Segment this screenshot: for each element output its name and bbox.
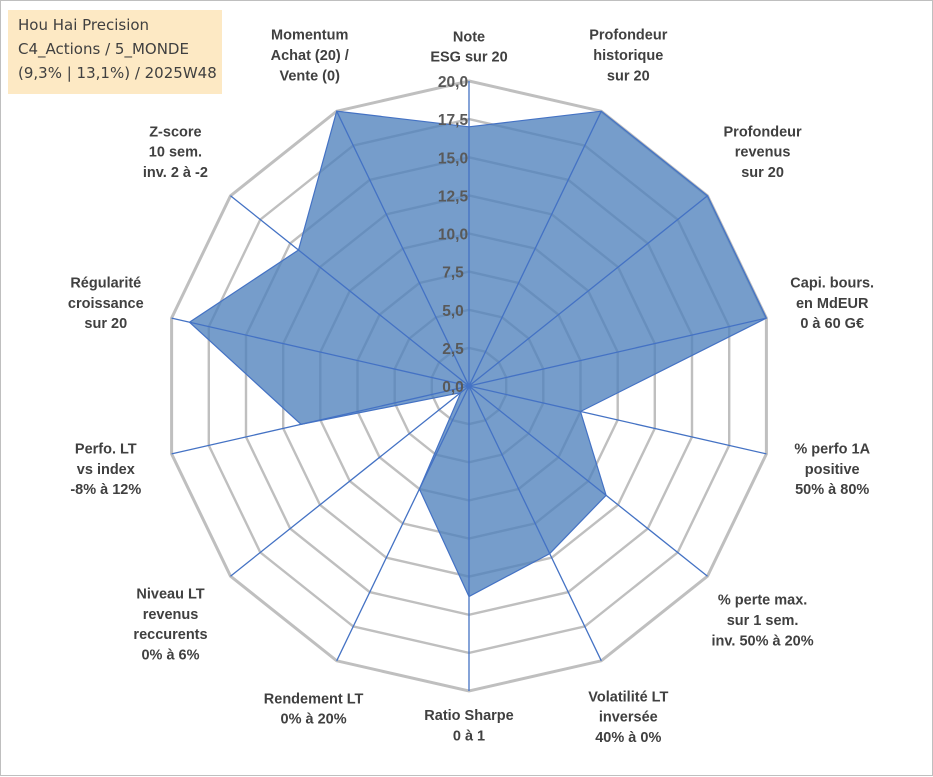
axis-label-4: Capi. bours. en MdEUR 0 à 60 G€	[790, 276, 874, 333]
axis-label-12-line-2: croissance	[68, 296, 144, 312]
axis-label-12-line-3: sur 20	[84, 316, 127, 332]
axis-label-4-line-1: Capi. bours.	[790, 276, 874, 292]
axis-label-8: Ratio Sharpe 0 à 1	[424, 708, 513, 744]
axis-label-3: Profondeur revenus sur 20	[724, 124, 802, 181]
axis-label-3-line-1: Profondeur	[724, 124, 802, 140]
axis-label-11-line-2: vs index	[77, 462, 135, 478]
radar-series	[171, 81, 768, 691]
axis-label-11-line-1: Perfo. LT	[75, 442, 137, 458]
axis-label-6-line-1: % perte max.	[718, 593, 807, 609]
axis-label-9-line-2: 0% à 20%	[281, 712, 347, 728]
axis-label-1: Note ESG sur 20	[430, 29, 507, 65]
axis-spoke-11	[171, 385, 470, 455]
axis-label-7-line-2: inversée	[599, 710, 658, 726]
axis-label-13: Z-score 10 sem. inv. 2 à -2	[143, 124, 208, 181]
tick-label-7: 17,5	[438, 112, 469, 129]
axis-spoke-14	[336, 110, 470, 387]
axis-label-8-line-1: Ratio Sharpe	[424, 708, 513, 724]
axis-label-11: Perfo. LT vs index -8% à 12%	[70, 442, 141, 499]
axis-spoke-12	[171, 317, 470, 387]
title-line-stats: (9,3% | 13,1%) / 2025W48	[18, 64, 217, 82]
axis-label-5-line-2: positive	[805, 462, 860, 478]
axis-label-2-line-2: historique	[593, 48, 663, 64]
series-area	[188, 110, 768, 598]
axis-label-10-line-2: revenus	[143, 607, 199, 623]
axis-label-7-line-3: 40% à 0%	[595, 730, 661, 746]
axis-label-13-line-2: 10 sem.	[149, 145, 202, 161]
tick-label-1: 2,5	[442, 341, 464, 358]
axis-label-2-line-1: Profondeur	[589, 28, 667, 44]
axis-label-14-line-1: Momentum	[271, 28, 348, 44]
axis-label-13-line-3: inv. 2 à -2	[143, 165, 208, 181]
axis-label-7: Volatilité LT inversée 40% à 0%	[588, 689, 668, 746]
axis-label-10: Niveau LT revenus reccurents 0% à 6%	[133, 587, 207, 664]
axis-label-6-line-3: inv. 50% à 20%	[712, 633, 814, 649]
axis-label-2-line-3: sur 20	[607, 68, 650, 84]
axis-label-1-line-2: ESG sur 20	[430, 50, 507, 66]
axis-label-5-line-1: % perfo 1A	[794, 442, 870, 458]
axis-labels: Note ESG sur 20 Profondeur historique sur 20…	[68, 28, 874, 746]
axis-label-12-line-1: Régularité	[70, 276, 141, 292]
axis-spoke-6	[468, 385, 708, 577]
axis-label-10-line-3: reccurents	[133, 627, 207, 643]
axis-label-14-line-3: Vente (0)	[279, 68, 340, 84]
tick-label-0: 0,0	[442, 379, 464, 396]
axis-label-13-line-1: Z-score	[149, 124, 201, 140]
tick-label-4: 10,0	[438, 227, 468, 244]
axis-label-14: Momentum Achat (20) / Vente (0)	[271, 28, 349, 85]
radial-tick-labels: 0,0 2,5 5,0 7,5 10,0 12,5 15,0 17,5 20,0	[438, 74, 469, 396]
title-line-category: C4_Actions / 5_MONDE	[18, 40, 189, 58]
axis-label-10-line-4: 0% à 6%	[141, 647, 199, 663]
axis-spoke-13	[230, 195, 470, 387]
axis-label-5-line-3: 50% à 80%	[795, 482, 869, 498]
axis-label-3-line-2: revenus	[735, 145, 791, 161]
axis-label-9: Rendement LT 0% à 20%	[264, 691, 364, 727]
axis-label-10-line-1: Niveau LT	[136, 587, 204, 603]
axis-spoke-9	[336, 385, 470, 662]
axis-label-5: % perfo 1A positive 50% à 80%	[794, 442, 870, 499]
axis-label-1-line-1: Note	[453, 29, 485, 45]
chart-title-box: Hou Hai Precision C4_Actions / 5_MONDE (…	[8, 10, 222, 94]
axis-spoke-7	[468, 385, 602, 662]
axis-spoke-2	[468, 110, 602, 387]
tick-label-3: 7,5	[442, 265, 464, 282]
title-line-name: Hou Hai Precision	[18, 16, 150, 34]
axis-label-11-line-3: -8% à 12%	[70, 482, 141, 498]
tick-label-2: 5,0	[442, 303, 464, 320]
axis-label-8-line-2: 0 à 1	[453, 728, 485, 744]
axis-label-6: % perte max. sur 1 sem. inv. 50% à 20%	[712, 593, 814, 650]
axis-label-4-line-2: en MdEUR	[796, 296, 869, 312]
axis-label-3-line-3: sur 20	[741, 165, 784, 181]
axis-spoke-10	[230, 385, 470, 577]
axis-spoke-5	[468, 385, 767, 455]
axis-label-6-line-2: sur 1 sem.	[727, 613, 799, 629]
tick-label-6: 15,0	[438, 150, 468, 167]
axis-label-14-line-2: Achat (20) /	[271, 48, 349, 64]
axis-label-9-line-1: Rendement LT	[264, 691, 364, 707]
tick-label-8: 20,0	[438, 74, 468, 91]
axis-label-7-line-1: Volatilité LT	[588, 689, 668, 705]
axis-label-4-line-3: 0 à 60 G€	[800, 316, 864, 332]
axis-label-12: Régularité croissance sur 20	[68, 276, 144, 333]
axis-label-2: Profondeur historique sur 20	[589, 28, 667, 85]
tick-label-5: 12,5	[438, 188, 469, 205]
axis-spoke-3	[468, 195, 708, 387]
axis-spoke-4	[468, 317, 767, 387]
